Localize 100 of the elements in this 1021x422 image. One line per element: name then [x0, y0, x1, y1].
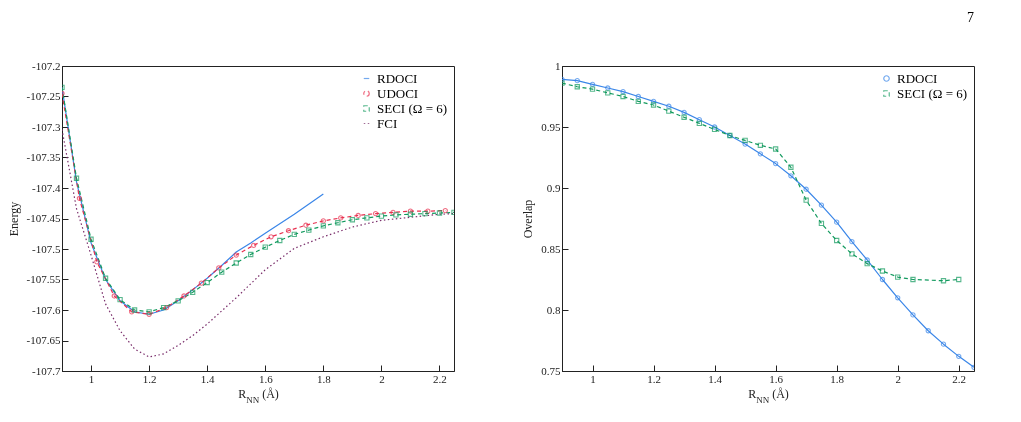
- point: [788, 164, 794, 170]
- point: [910, 312, 916, 318]
- point: [198, 280, 205, 286]
- point: [772, 160, 779, 167]
- point: [303, 222, 309, 228]
- text: 7: [967, 10, 974, 25]
- point: [111, 293, 117, 299]
- point: [364, 215, 370, 221]
- y-tick-label: -107.55: [26, 273, 61, 285]
- x-tick-label: 2: [379, 372, 385, 385]
- point: [73, 175, 80, 181]
- point: [635, 93, 641, 100]
- point: [372, 210, 379, 217]
- point: [681, 114, 687, 120]
- point: [320, 223, 327, 229]
- y-tick-label: -107.3: [32, 120, 61, 133]
- x-axis-title: R$_{NN}$ (Å): [748, 386, 789, 405]
- point: [589, 86, 596, 92]
- point: [204, 279, 210, 286]
- x-tick-label: 1.2: [142, 372, 157, 385]
- point: [605, 90, 611, 96]
- y-tick-label: 0.85: [541, 242, 561, 255]
- point: [262, 244, 268, 250]
- point: [681, 109, 687, 116]
- y-axis-title: Overlap: [521, 199, 536, 239]
- y-tick-label: -107.35: [26, 151, 61, 163]
- point: [268, 234, 274, 240]
- y-tick-label: 0.95: [541, 120, 561, 133]
- x-tick-label: 1.8: [316, 372, 332, 385]
- point: [378, 213, 385, 219]
- x-tick-label: 1.2: [647, 372, 661, 385]
- point: [88, 236, 94, 242]
- point: [788, 173, 794, 179]
- point: [742, 137, 748, 144]
- x-tick-label: 1.6: [258, 372, 274, 385]
- point: [803, 186, 809, 192]
- x-axis-title: R$_{NN}$ (Å): [238, 386, 279, 405]
- point: [620, 93, 626, 100]
- point: [895, 295, 901, 301]
- point: [772, 146, 779, 152]
- y-tick-label: -107.5: [32, 242, 61, 255]
- y-tick-label: -107.65: [26, 334, 61, 346]
- legend-label: RDOCI: [897, 70, 938, 86]
- point: [879, 276, 886, 283]
- point: [219, 269, 225, 275]
- point: [320, 218, 326, 224]
- point: [574, 84, 580, 90]
- point: [117, 296, 123, 303]
- point: [338, 215, 344, 221]
- legend-label: SECI (Ω = 6): [897, 85, 968, 101]
- point: [306, 227, 312, 233]
- point: [175, 298, 181, 304]
- point: [181, 293, 187, 299]
- point: [76, 195, 83, 202]
- y-tick-label: 0.9: [546, 181, 561, 194]
- x-tick-label: 1.4: [200, 372, 216, 385]
- point: [666, 108, 672, 114]
- legend-label: FCI: [377, 115, 398, 131]
- point: [442, 207, 448, 214]
- point: [94, 259, 100, 265]
- point: [879, 268, 886, 274]
- point: [849, 239, 855, 245]
- point: [925, 328, 931, 334]
- y-tick-label: 0.8: [546, 303, 561, 316]
- point: [233, 252, 239, 258]
- x-tick-label: 2.2: [433, 372, 447, 385]
- y-tick-label: -107.25: [26, 90, 61, 102]
- point: [335, 220, 341, 226]
- point: [742, 141, 748, 147]
- y-tick-label: -107.6: [32, 303, 61, 316]
- point: [436, 210, 443, 216]
- point: [910, 276, 916, 283]
- legend-label: SECI (Ω = 6): [377, 100, 448, 116]
- y-tick-label: 1: [555, 59, 561, 72]
- point: [574, 77, 580, 84]
- point: [864, 260, 870, 267]
- x-tick-label: 1.4: [708, 372, 723, 385]
- legend-label: UDOCI: [377, 85, 419, 101]
- point: [277, 237, 283, 244]
- point: [216, 265, 222, 271]
- x-tick-label: 1: [590, 372, 596, 385]
- point: [956, 353, 962, 360]
- point: [849, 251, 855, 257]
- point: [248, 251, 254, 258]
- point: [818, 202, 825, 208]
- point: [803, 197, 809, 203]
- x-tick-label: 1.6: [769, 372, 784, 385]
- point: [757, 151, 764, 157]
- y-axis-title: Energy: [6, 201, 21, 237]
- x-tick-label: 2.2: [952, 372, 967, 385]
- x-tick-label: 1: [88, 372, 95, 385]
- x-tick-label: 1.8: [830, 372, 845, 385]
- point: [250, 242, 257, 249]
- y-tick-label: -107.7: [32, 364, 61, 377]
- point: [940, 341, 947, 347]
- point: [650, 102, 657, 108]
- point: [956, 276, 962, 283]
- point: [355, 212, 361, 219]
- y-tick-label: 0.75: [541, 364, 561, 377]
- y-tick-label: -107.45: [26, 212, 61, 224]
